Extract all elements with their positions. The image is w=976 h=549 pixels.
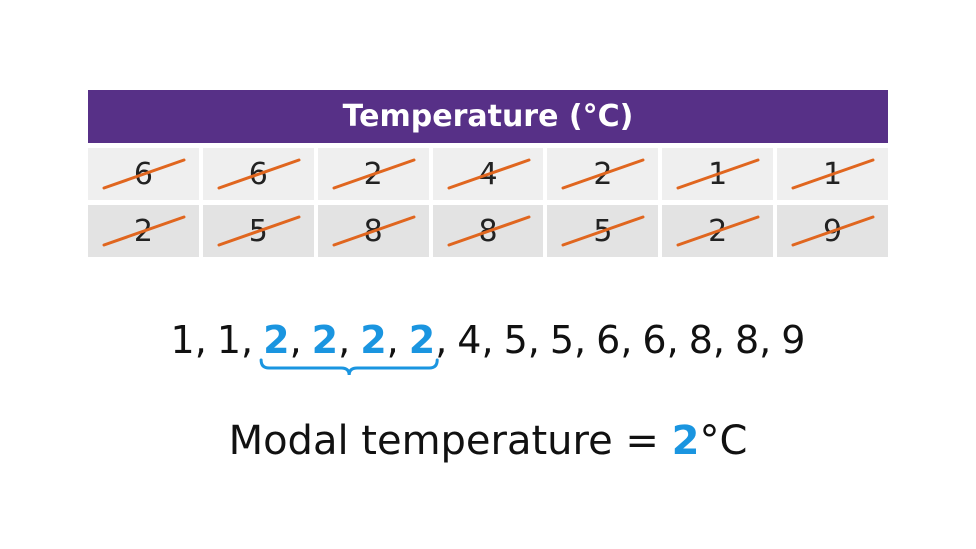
cross-out [332,215,416,247]
sorted-value: 1 [170,318,195,362]
cross-line [217,215,301,247]
cross-line [447,215,531,247]
separator: , [712,318,725,362]
sorted-value: 6 [642,318,667,362]
sorted-value: 5 [503,318,528,362]
table-cell: 6 [88,148,199,200]
table-cell: 6 [202,148,314,200]
cross-line [791,158,875,190]
cross-line [102,215,186,247]
separator: , [194,318,207,362]
table-cell: 5 [202,205,314,257]
cross-out [217,215,301,247]
sorted-value: 5 [549,318,575,362]
separator: , [527,318,540,362]
table-cell: 8 [317,205,429,257]
cross-out [561,158,645,190]
table-cell: 2 [88,205,199,257]
sorted-value: 2 [311,318,339,362]
cross-line [102,158,186,190]
cross-line [561,158,645,190]
table-cell: 1 [662,148,774,200]
sorted-value: 2 [360,318,387,362]
brace [259,358,439,376]
cross-out [791,158,875,190]
table-row: 2588529 [88,205,889,257]
separator: , [574,318,587,362]
cross-line [791,215,875,247]
table-cell: 1 [777,148,889,200]
table-cell: 2 [547,148,659,200]
cross-line [217,158,301,190]
cross-line [561,215,645,247]
separator: , [481,318,494,362]
cross-line [676,158,760,190]
separator: , [759,318,772,362]
separator: , [386,318,399,362]
cross-out [676,158,760,190]
result-label: Modal temperature = [228,418,659,464]
result: Modal temperature = 2°C [0,418,976,464]
cross-out [561,215,645,247]
separator: , [620,318,633,362]
result-value: 2 [671,418,700,464]
table-cell: 9 [777,205,889,257]
cross-out [676,215,760,247]
separator: , [666,318,679,362]
table-cell: 2 [317,148,429,200]
result-unit: °C [699,418,748,464]
cross-out [447,215,531,247]
sorted-value: 8 [734,318,760,362]
sorted-value: 4 [457,318,482,362]
cross-out [447,158,531,190]
cross-out [217,158,301,190]
cross-line [676,215,760,247]
separator: , [338,318,351,362]
cross-line [447,158,531,190]
table-title: Temperature (°C) [88,90,888,143]
separator: , [289,318,302,362]
sorted-value: 1 [216,318,242,362]
cross-line [332,158,416,190]
cross-out [791,215,875,247]
sorted-value: 6 [596,318,621,362]
cross-out [102,158,186,190]
cross-out [102,215,186,247]
cross-out [332,158,416,190]
separator: , [241,318,254,362]
table-cell: 8 [432,205,544,257]
table-cell: 4 [432,148,544,200]
sorted-value: 9 [781,318,806,362]
sorted-value: 8 [688,318,713,362]
table-cell: 5 [547,205,659,257]
cross-line [332,215,416,247]
sorted-value: 2 [408,318,436,362]
sorted-value: 2 [263,318,290,362]
separator: , [435,318,448,362]
table-cell: 2 [662,205,774,257]
table: Temperature (°C) 66242112588529 [88,90,889,257]
sorted-list: 1,1,2,2,2,2,4,5,5,6,6,8,8,9 [0,318,976,362]
table-row: 6624211 [88,148,889,200]
